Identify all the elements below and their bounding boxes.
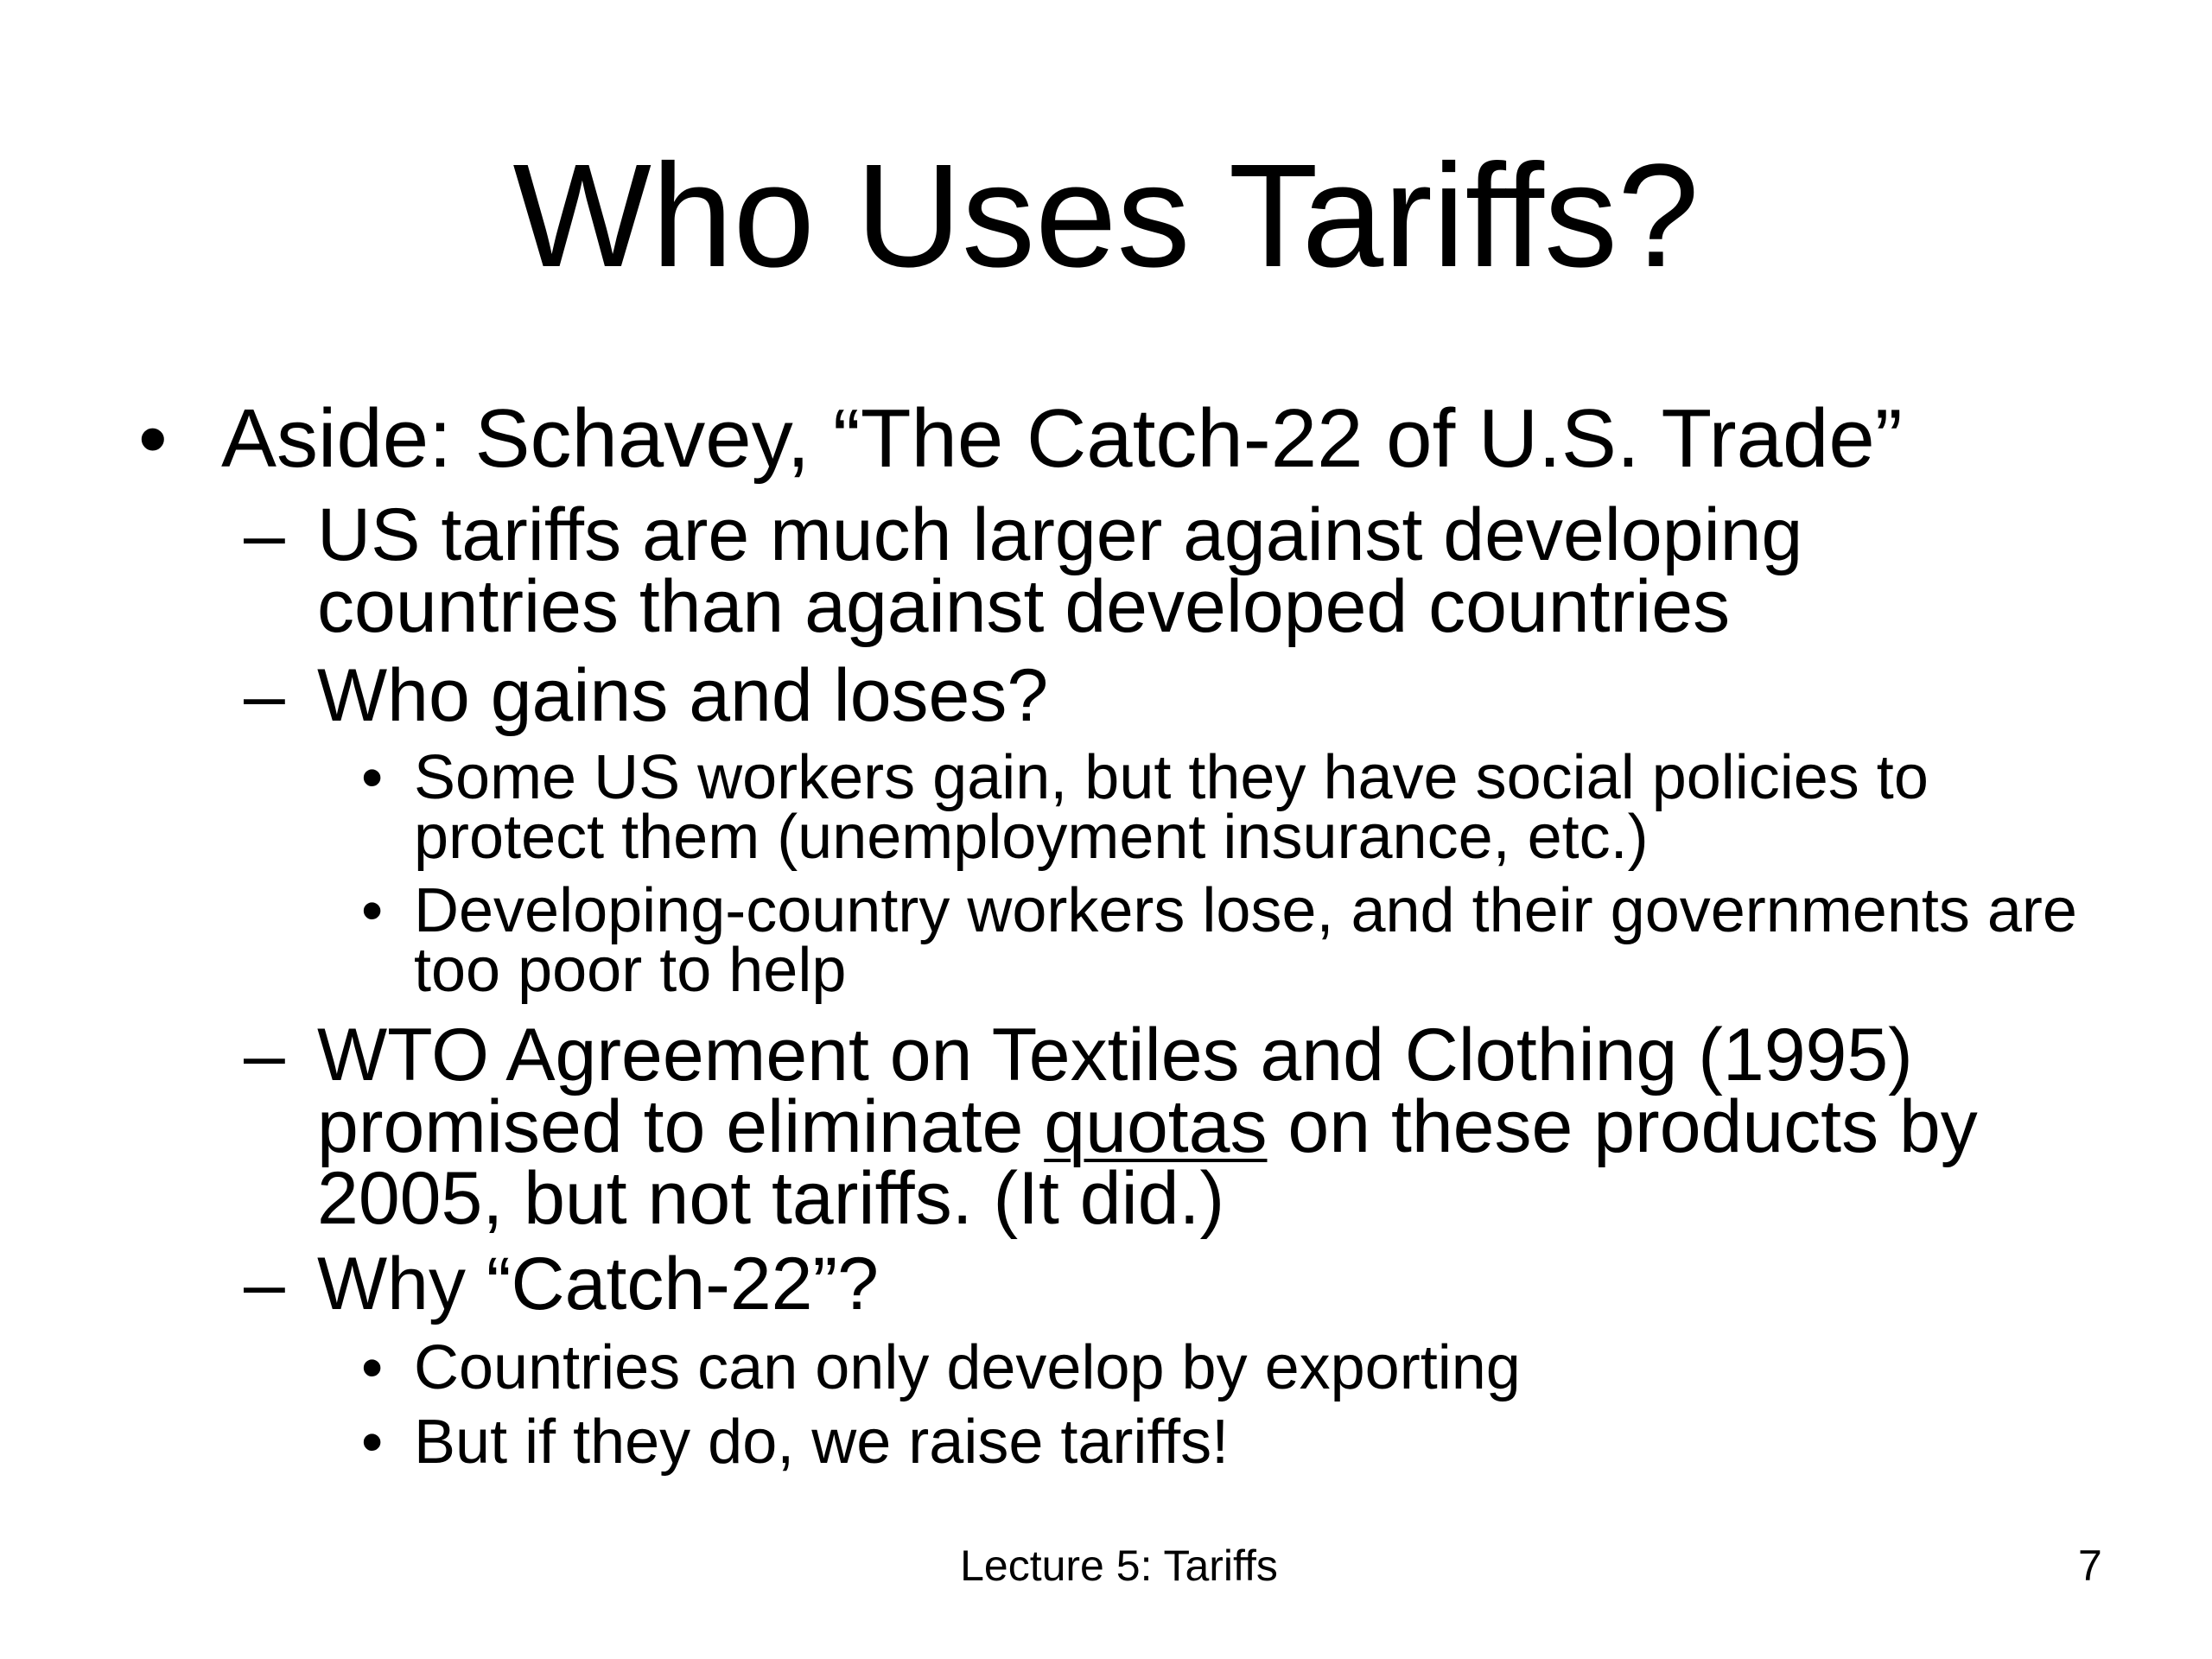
text-line: protect them (unemployment insurance, et…: [414, 803, 1649, 872]
bullet-us-workers: Some US workers gain, but they have soci…: [414, 743, 1929, 872]
text-line: too poor to help: [414, 936, 847, 1005]
slide-number: 7: [2078, 1541, 2102, 1590]
bullet-why-catch22: Why “Catch-22”?: [317, 1243, 879, 1325]
text-line: Some US workers gain, but they have soci…: [414, 743, 1929, 812]
underlined-quotas: quotas: [1044, 1085, 1268, 1168]
text-segment: promised to eliminate: [317, 1085, 1045, 1168]
bullet-marker: •: [138, 392, 168, 485]
slide-title: Who Uses Tariffs?: [512, 134, 1700, 298]
text-line: countries than against developed countri…: [317, 565, 1731, 648]
text-line: US tariffs are much larger against devel…: [317, 493, 1803, 576]
dash-marker: –: [244, 1243, 285, 1325]
text-line: Developing-country workers lose, and the…: [414, 876, 2077, 945]
bullet-marker: •: [361, 876, 384, 945]
bullet-developing-workers: Developing-country workers lose, and the…: [414, 876, 2077, 1005]
text-line: WTO Agreement on Textiles and Clothing (…: [317, 1014, 1913, 1096]
text-line: promised to eliminate quotas on these pr…: [317, 1090, 1978, 1164]
bullet-aside: Aside: Schavey, “The Catch-22 of U.S. Tr…: [221, 392, 1903, 485]
bullet-marker: •: [361, 1408, 384, 1477]
footer-lecture-title: Lecture 5: Tariffs: [960, 1541, 1278, 1590]
bullet-wto-agreement: WTO Agreement on Textiles and Clothing (…: [317, 1014, 1978, 1240]
dash-marker: –: [244, 654, 285, 737]
bullet-marker: •: [361, 743, 384, 812]
text-line: 2005, but not tariffs. (It did.): [317, 1157, 1225, 1240]
bullet-who-gains: Who gains and loses?: [317, 654, 1049, 737]
text-segment: on these products by: [1267, 1085, 1978, 1168]
bullet-countries-develop: Countries can only develop by exporting: [414, 1333, 1521, 1402]
dash-marker: –: [244, 1014, 285, 1096]
bullet-raise-tariffs: But if they do, we raise tariffs!: [414, 1408, 1230, 1477]
dash-marker: –: [244, 493, 285, 576]
bullet-us-tariffs: US tariffs are much larger against devel…: [317, 493, 1803, 648]
bullet-marker: •: [361, 1333, 384, 1402]
